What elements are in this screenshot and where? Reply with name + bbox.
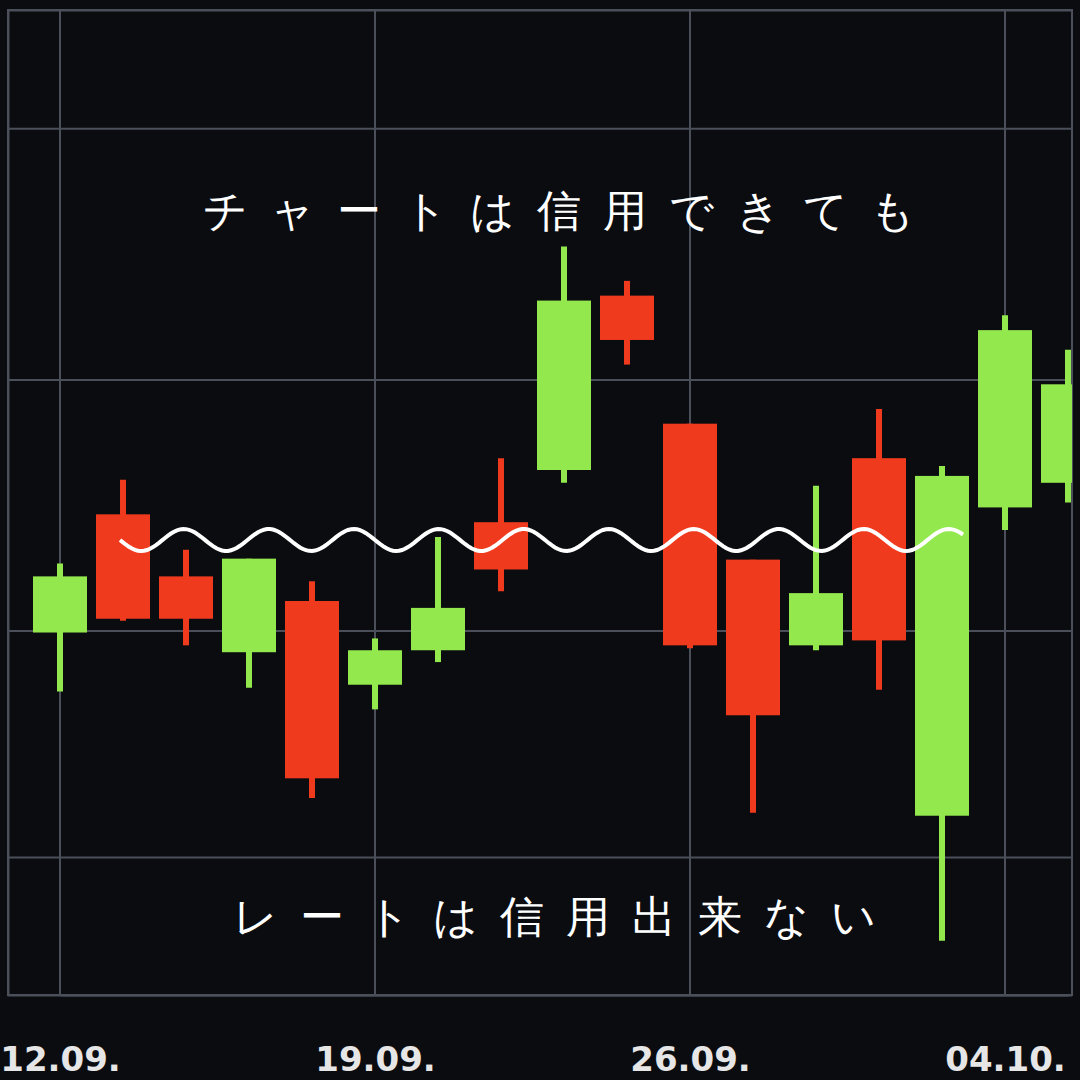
candle-body [285, 601, 339, 778]
candle-body [222, 559, 276, 653]
candle-body [1041, 384, 1072, 483]
x-tick-label: 19.09. [315, 1039, 435, 1079]
y-tick [8, 857, 1072, 858]
x-tick: 04.10. [945, 995, 1065, 1079]
candle [33, 564, 87, 692]
candle [600, 281, 654, 365]
candle [285, 581, 339, 798]
x-tick-label: 04.10. [945, 1039, 1065, 1079]
candle [159, 550, 213, 646]
candle [411, 537, 465, 662]
annotation: レートは信用出来ない [233, 891, 898, 942]
candle-body [348, 650, 402, 684]
y-tick [8, 631, 1072, 632]
candle-body [600, 296, 654, 340]
candle [978, 315, 1032, 530]
candle-body [33, 576, 87, 632]
x-axis: 12.09. 19.09. 26.09. 04.10. [0, 995, 1068, 1079]
grid-line [374, 10, 376, 995]
x-tick: 26.09. [630, 995, 750, 1079]
candles [33, 246, 1072, 940]
grid-line [8, 630, 1072, 632]
candle-body [537, 301, 591, 470]
x-tick-label: 12.09. [0, 1039, 120, 1079]
candle-body [411, 608, 465, 650]
chart: 12.09. 19.09. 26.09. 04.10. チャートは信用できてもレートは信… [0, 0, 1080, 1080]
y-axis-line [9, 11, 1073, 996]
grid-line [59, 10, 61, 995]
candle-body [726, 560, 780, 716]
candle-body [159, 576, 213, 618]
candle [348, 638, 402, 709]
y-tick [8, 128, 1072, 129]
title: チャートは信用できても [203, 185, 937, 236]
x-axis-line [61, 995, 1069, 997]
candle-body [978, 330, 1032, 507]
y-axis [8, 11, 1072, 996]
plot-frame [8, 10, 1072, 995]
x-grid [60, 10, 1005, 995]
candle [726, 560, 780, 813]
candle-body [789, 593, 843, 645]
candle [537, 246, 591, 482]
candle [915, 466, 969, 941]
background [0, 0, 1080, 1080]
x-tick: 12.09. [0, 995, 120, 1079]
wave-line [120, 529, 963, 551]
candle [1041, 350, 1072, 503]
candle-body [96, 514, 150, 618]
candle [474, 458, 528, 591]
x-tick-label: 26.09. [630, 1039, 750, 1079]
candle-body [915, 476, 969, 816]
grid-line [8, 128, 1072, 130]
grid-line [8, 857, 1072, 859]
x-tick: 19.09. [315, 995, 435, 1079]
candle [789, 486, 843, 650]
candle [222, 559, 276, 688]
